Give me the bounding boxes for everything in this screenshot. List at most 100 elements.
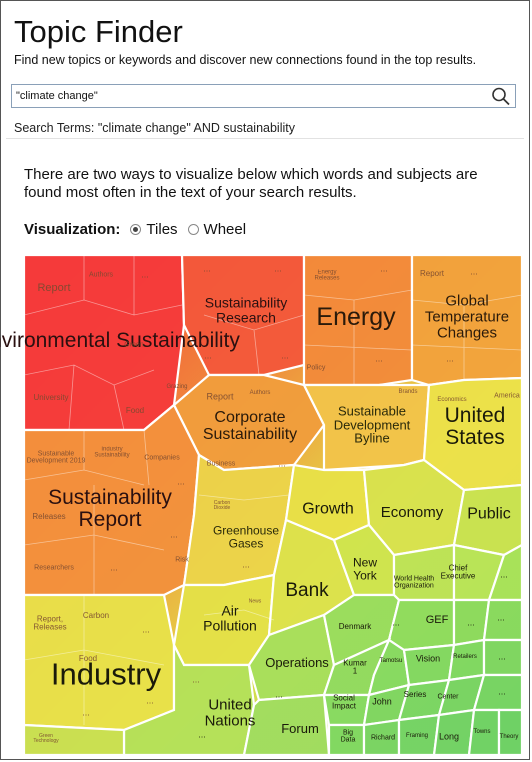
label-air-pollution[interactable]: Air Pollution [203,602,257,633]
tile-vision[interactable] [402,643,456,687]
label-public[interactable]: Public [467,505,511,523]
label-economy[interactable]: Economy [380,504,444,522]
label-gef[interactable]: GEF [425,614,449,627]
more-marker[interactable]: ... [275,689,283,700]
tile-green-technology[interactable] [24,723,126,755]
label-tamotsu[interactable]: Tamotsu [379,657,403,664]
more-marker[interactable]: ... [204,350,212,361]
label-long[interactable]: Long [438,731,460,742]
more-marker[interactable]: ... [242,559,250,570]
more-marker[interactable]: ... [446,353,454,364]
radio-wheel[interactable]: Wheel [187,221,246,238]
tile-big-data[interactable] [327,723,366,755]
label-retailers[interactable]: Retailers [453,653,477,660]
more-marker[interactable]: ... [146,695,154,706]
tile-small-a[interactable] [487,543,522,602]
tile-towns[interactable] [467,708,501,755]
more-marker[interactable]: ... [497,612,505,623]
sublabel-grazing[interactable]: Grazing [166,383,188,390]
more-marker[interactable]: ... [278,458,286,469]
label-theory[interactable]: Theory [499,733,519,740]
more-marker[interactable]: ... [203,263,211,274]
label-energy[interactable]: Energy [316,302,396,331]
label-greenhouse-gases[interactable]: Greenhouse Gases [212,523,280,550]
more-marker[interactable]: ... [467,617,475,628]
sublabel-america[interactable]: America [494,392,520,400]
sublabel-carbon[interactable]: Carbon [82,610,110,620]
sublabel-risk[interactable]: Risk [175,556,189,564]
label-sustainability-research[interactable]: Sustainability Research [204,294,288,325]
more-marker[interactable]: ... [192,674,200,685]
sublabel-university[interactable]: University [33,392,69,402]
sublabel-food[interactable]: Food [125,405,145,415]
more-marker[interactable]: ... [110,562,118,573]
label-world-health-organization[interactable]: World Health Organization [393,575,435,590]
label-global-temperature-changes[interactable]: Global Temperature Changes [424,292,510,341]
more-marker[interactable]: ... [198,729,206,740]
sublabel-green[interactable]: Green [124,341,144,349]
more-marker[interactable]: ... [498,651,506,662]
label-john[interactable]: John [372,696,392,707]
tile-small-c[interactable] [482,598,522,642]
sublabel-report-cs[interactable]: Report [206,391,234,402]
more-marker[interactable]: ... [281,350,289,361]
label-framing[interactable]: Framing [405,732,429,739]
sublabel-sd-2019[interactable]: Sustainable Development 2019 [26,450,86,465]
label-sustainability-report[interactable]: Sustainability Report [48,485,172,531]
search-input[interactable] [12,85,492,107]
sublabel-report-gtc[interactable]: Report [419,268,445,278]
label-environmental-sustainability[interactable]: Environmental Sustainability [0,328,240,352]
more-marker[interactable]: ... [375,353,383,364]
tile-framing[interactable] [397,713,441,755]
more-marker[interactable]: ... [392,617,400,628]
more-marker[interactable]: ... [170,529,178,540]
sublabel-carbon-dioxide[interactable]: Carbon Dioxide [213,499,231,511]
label-big-data[interactable]: Big Data [340,729,356,744]
sublabel-report[interactable]: Report [37,282,71,295]
tile-long[interactable] [432,708,476,755]
tile-small-d[interactable] [482,638,522,677]
sublabel-researchers[interactable]: Researchers [34,564,74,572]
tile-forum[interactable] [242,693,331,755]
label-chief-executive[interactable]: Chief Executive [440,563,476,581]
label-operations[interactable]: Operations [265,655,329,671]
sublabel-policy[interactable]: Policy [306,364,326,372]
label-industry[interactable]: Industry [50,656,162,692]
radio-tiles-dot[interactable] [130,224,142,235]
sublabel-report-releases[interactable]: Report, Releases [33,614,67,632]
more-marker[interactable]: ... [498,686,506,697]
sublabel-companies[interactable]: Companies [144,454,180,462]
search-button[interactable] [489,86,513,106]
label-united-states[interactable]: United States [444,403,506,449]
label-social-impact[interactable]: Social Impact [331,693,356,711]
label-richard[interactable]: Richard [370,734,396,742]
sublabel-brands[interactable]: Brands [398,388,418,395]
tile-theory[interactable] [497,708,522,755]
more-marker[interactable]: ... [177,476,185,487]
label-series[interactable]: Series [403,689,427,699]
label-towns[interactable]: Towns [473,728,491,735]
sublabel-green-technology[interactable]: Green Technology [33,732,59,744]
label-sustainable-development-byline[interactable]: Sustainable Development Byline [333,403,411,446]
more-marker[interactable]: ... [142,624,150,635]
tile-small-e[interactable] [472,673,522,712]
sublabel-energy-releases[interactable]: Energy Releases [314,269,340,282]
label-forum[interactable]: Forum [281,721,319,737]
more-marker[interactable]: ... [274,263,282,274]
label-growth[interactable]: Growth [302,500,354,518]
sublabel-releases[interactable]: Releases [32,511,66,521]
label-new-york[interactable]: New York [352,555,377,582]
label-vision[interactable]: Vision [415,653,441,664]
label-corporate-sustainability[interactable]: Corporate Sustainability [202,409,298,443]
sublabel-food-ind[interactable]: Food [78,653,98,663]
sublabel-authors[interactable]: Authors [88,271,114,279]
more-marker[interactable]: ... [380,263,388,274]
label-united-nations[interactable]: United Nations [204,696,256,729]
more-marker[interactable]: ... [470,266,478,277]
more-marker[interactable]: ... [141,269,149,280]
tile-richard[interactable] [362,718,401,755]
sublabel-news[interactable]: News [248,598,262,605]
label-kumar[interactable]: Kumar 1 [343,658,367,676]
sublabel-authors-cs[interactable]: Authors [249,389,271,396]
radio-wheel-dot[interactable] [187,224,199,235]
